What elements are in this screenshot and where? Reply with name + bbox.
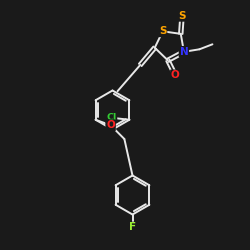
Text: S: S (178, 11, 186, 21)
Text: F: F (129, 222, 136, 232)
Text: O: O (106, 120, 115, 130)
Text: Cl: Cl (106, 113, 117, 122)
Text: N: N (180, 47, 188, 57)
Text: S: S (159, 26, 166, 36)
Text: O: O (171, 70, 180, 80)
